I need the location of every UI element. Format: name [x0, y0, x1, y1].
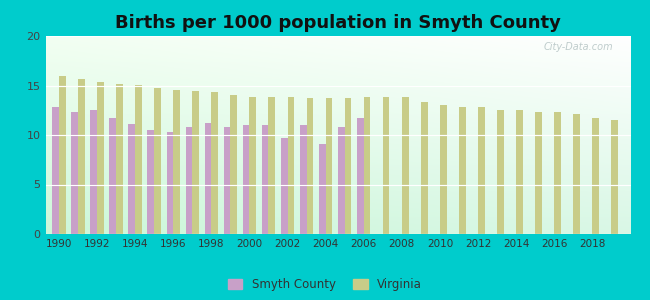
Bar: [592, 118, 599, 234]
Bar: [192, 92, 199, 234]
Bar: [59, 76, 66, 234]
Bar: [573, 114, 580, 234]
Bar: [148, 130, 154, 234]
Bar: [268, 98, 275, 234]
Bar: [535, 112, 542, 234]
Bar: [78, 79, 84, 234]
Bar: [281, 138, 287, 234]
Bar: [364, 98, 370, 234]
Bar: [402, 98, 408, 234]
Bar: [319, 144, 326, 234]
Bar: [154, 88, 161, 234]
Bar: [612, 120, 618, 234]
Bar: [185, 127, 192, 234]
Bar: [516, 110, 523, 234]
Bar: [230, 95, 237, 234]
Bar: [211, 92, 218, 234]
Bar: [72, 112, 78, 234]
Bar: [224, 127, 230, 234]
Bar: [97, 82, 103, 234]
Bar: [554, 112, 561, 234]
Legend: Smyth County, Virginia: Smyth County, Virginia: [228, 278, 422, 291]
Bar: [166, 132, 173, 234]
Bar: [205, 123, 211, 234]
Bar: [421, 102, 428, 234]
Bar: [326, 98, 332, 234]
Bar: [344, 98, 352, 234]
Bar: [383, 98, 389, 234]
Bar: [459, 107, 465, 234]
Bar: [287, 98, 294, 234]
Bar: [478, 107, 485, 234]
Bar: [90, 110, 97, 234]
Bar: [300, 125, 307, 234]
Bar: [135, 85, 142, 234]
Bar: [338, 127, 344, 234]
Bar: [109, 118, 116, 234]
Bar: [242, 125, 250, 234]
Text: City-Data.com: City-Data.com: [543, 42, 613, 52]
Bar: [497, 110, 504, 234]
Bar: [440, 105, 447, 234]
Bar: [307, 98, 313, 234]
Bar: [116, 83, 123, 234]
Bar: [129, 124, 135, 234]
Bar: [173, 90, 180, 234]
Bar: [52, 107, 59, 234]
Bar: [250, 98, 256, 234]
Bar: [262, 125, 268, 234]
Bar: [357, 118, 364, 234]
Title: Births per 1000 population in Smyth County: Births per 1000 population in Smyth Coun…: [115, 14, 561, 32]
